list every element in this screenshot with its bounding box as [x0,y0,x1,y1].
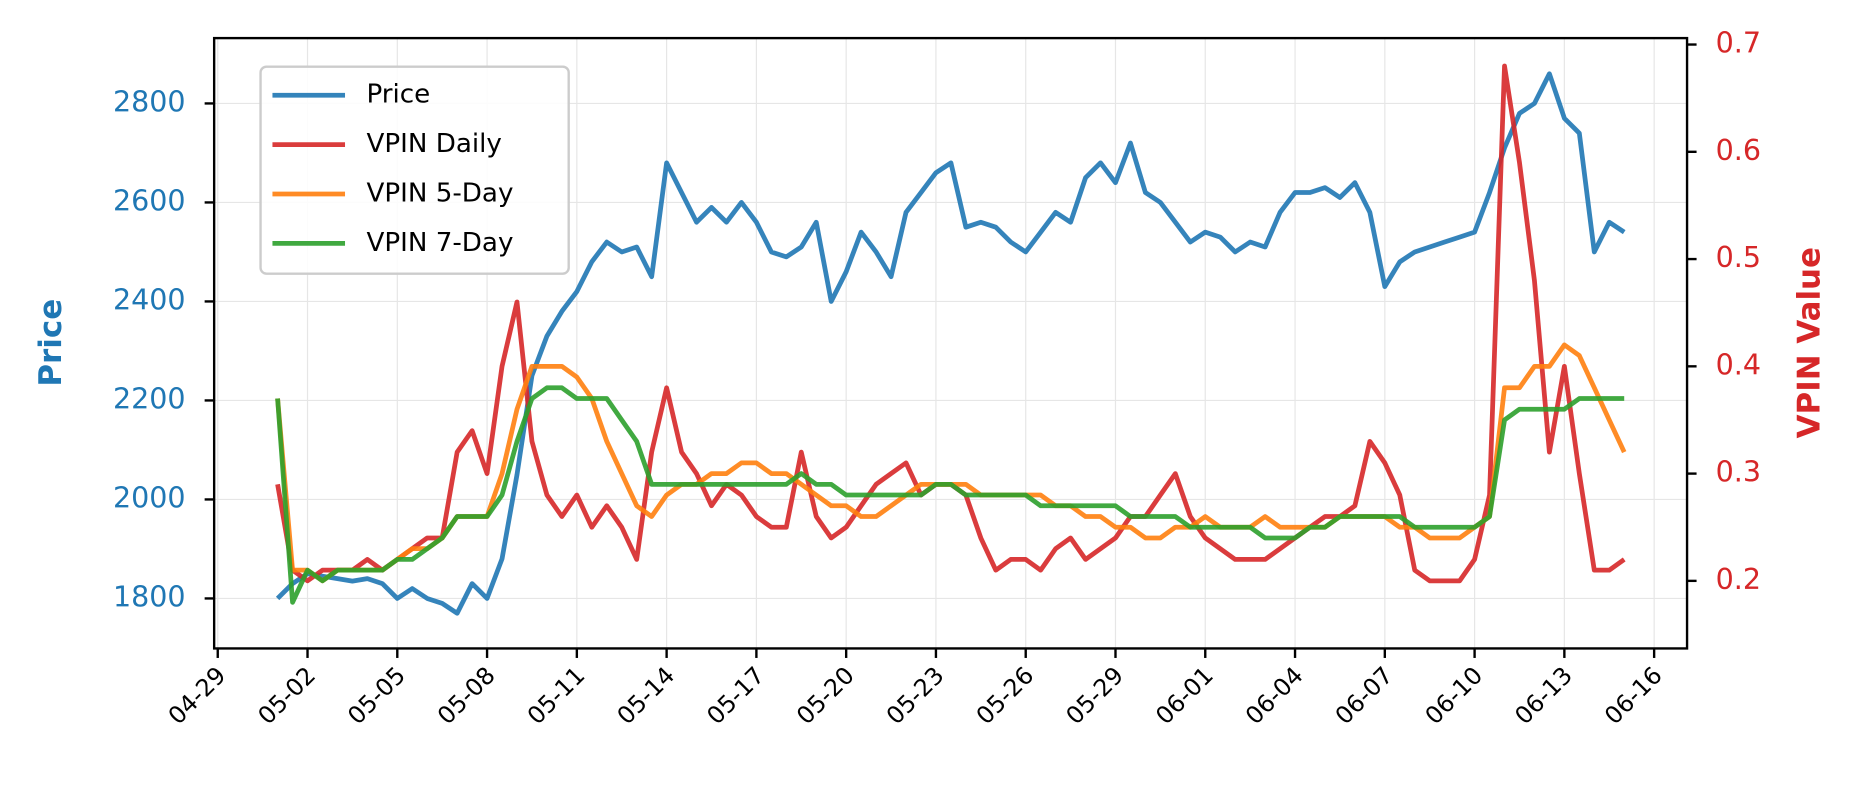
x-tick-label: 05-29 [1060,661,1129,730]
x-tick-label: 05-17 [701,661,770,730]
x-tick-label: 05-11 [522,661,591,730]
y-tick-label: 2800 [113,84,186,118]
series-line [275,342,1627,584]
legend-box [259,65,570,275]
y-tick-label: 2200 [113,381,186,415]
y-axis-label: Price [33,299,69,387]
x-tick-label: 06-13 [1509,661,1578,730]
y2-axis-label: VPIN Value [1791,247,1827,438]
y-tick-label: 2000 [113,480,186,514]
y2-tick-label: 0.5 [1716,240,1761,274]
x-tick-label: 05-20 [791,661,860,730]
y-tick-label: 1800 [113,579,186,613]
x-tick-label: 05-05 [342,661,411,730]
legend-label: VPIN 7-Day [366,228,513,258]
y-tick-label: 2400 [113,282,186,316]
x-tick-label: 06-01 [1150,661,1219,730]
plot-area [275,63,1627,616]
legend-label: VPIN Daily [366,129,501,159]
y2-tick-label: 0.2 [1716,562,1761,596]
x-tick-label: 05-23 [881,661,950,730]
x-tick-label: 06-16 [1599,661,1668,730]
legend-label: Price [366,80,430,110]
series-line [275,385,1625,605]
x-tick-label: 04-29 [163,661,232,730]
x-tick-label: 05-08 [432,661,501,730]
x-tick-label: 05-02 [252,661,321,730]
grid [214,38,1688,649]
axes-frame [212,36,1689,650]
x-tick-label: 05-14 [612,661,681,730]
y-tick-label: 2600 [113,183,186,217]
x-tick-label: 06-07 [1330,661,1399,730]
y2-tick-label: 0.6 [1716,133,1761,167]
x-tick-label: 05-26 [971,661,1040,730]
x-tick-label: 06-04 [1240,661,1309,730]
legend: Price VPIN Daily VPIN 5-Day VPIN 7-Day [259,65,570,275]
x-tick-label: 06-10 [1420,661,1489,730]
legend-label: VPIN 5-Day [366,178,513,208]
y2-tick-label: 0.7 [1716,26,1761,60]
y2-tick-label: 0.3 [1716,455,1761,489]
y2-tick-label: 0.4 [1716,347,1761,381]
series-line [275,71,1626,616]
